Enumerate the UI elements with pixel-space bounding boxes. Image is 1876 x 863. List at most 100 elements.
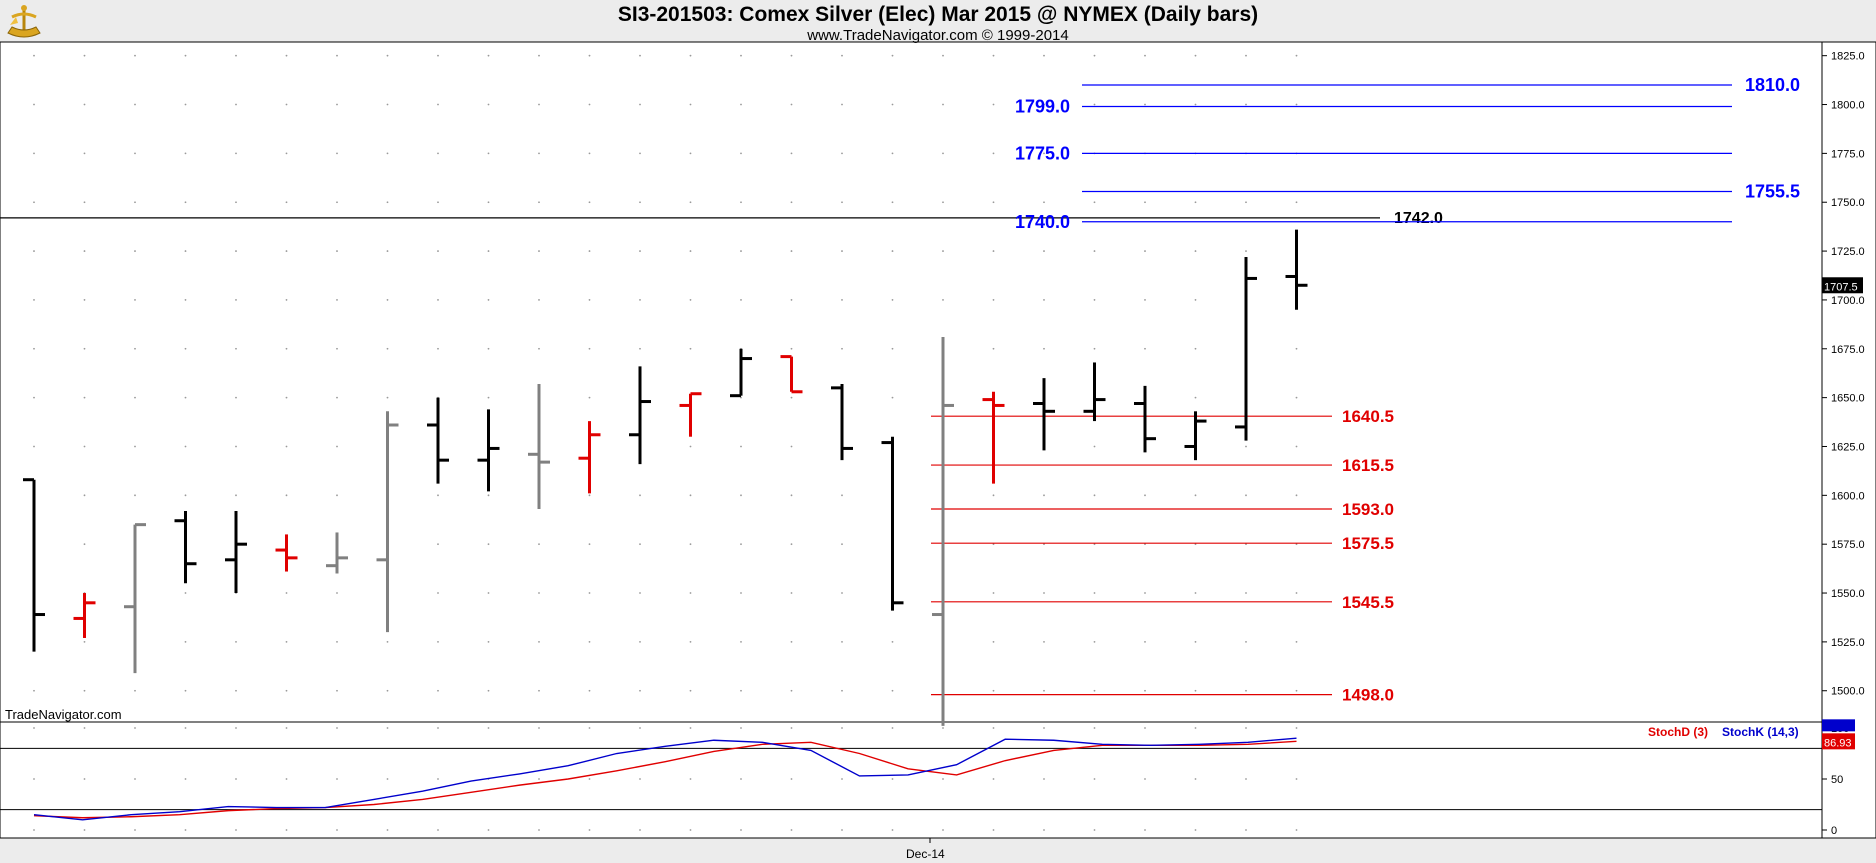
grid-dot [992,152,995,155]
grid-dot [790,778,793,780]
grid-dot [235,250,237,252]
grid-dot [992,829,995,831]
grid-dot [1245,103,1247,106]
grid-dot [689,689,692,692]
grid-dot [1043,829,1045,831]
grid-dot [1043,640,1045,643]
grid-dot [588,103,591,106]
grid-dot [588,778,591,780]
grid-dot [942,250,944,252]
grid-dot [1144,54,1146,57]
grid-dot [588,347,591,350]
grid-dot [588,201,591,204]
ohlc-bar [780,355,803,394]
grid-dot [689,152,692,155]
grid-dot [992,494,995,497]
grid-dot [285,829,288,831]
grid-dot [942,152,944,155]
grid-dot [841,347,843,350]
grid-dot [841,592,843,594]
grid-dot [1245,201,1247,204]
grid-dot [336,494,338,497]
grid-dot [1194,689,1197,692]
grid-dot [891,689,894,692]
grid-dot [588,250,591,252]
grid-dot [740,689,742,692]
fib-extension-label: 1775.0 [1015,143,1070,163]
grid-dot [1194,396,1197,399]
grid-dot [487,347,490,350]
grid-dot [235,299,237,301]
grid-dot [740,152,742,155]
grid-dot [1295,640,1298,643]
grid-dot [184,445,187,448]
grid-dot [33,778,35,780]
grid-dot [1194,201,1197,204]
grid-dot [437,250,439,252]
grid-dot [841,778,843,780]
grid-dot [134,299,136,301]
grid-dot [83,103,86,106]
ohlc-bar [326,532,348,574]
grid-dot [639,778,641,780]
grid-dot [689,299,692,301]
grid-dot [386,778,389,780]
watermark-label: TradeNavigator.com [5,707,122,722]
grid-dot [942,727,944,729]
grid-dot [487,689,490,692]
grid-dot [740,640,742,643]
grid-dot [1093,250,1096,252]
stoch-k-marker [1822,719,1855,732]
grid-dot [841,640,843,643]
y-tick-label: 1500.0 [1831,686,1865,698]
grid-dot [689,592,692,594]
chart-title: SI3-201503: Comex Silver (Elec) Mar 2015… [617,3,1259,26]
grid-dot [588,640,591,643]
ohlc-bar [1134,385,1156,453]
grid-dot [1093,445,1096,448]
grid-dot [1194,778,1197,780]
fib-retracement-label: 1593.0 [1342,500,1394,519]
grid-dot [588,152,591,155]
grid-dot [134,152,136,155]
grid-dot [1194,299,1197,301]
stoch-y-tick-label: 0 [1831,825,1837,837]
ohlc-bar [528,383,550,510]
grid-dot [386,299,389,301]
ohlc-bar [629,366,651,465]
grid-dot [386,347,389,350]
grid-dot [83,640,86,643]
grid-dot [487,299,490,301]
grid-dot [1093,201,1096,204]
grid-dot [942,103,944,106]
grid-dot [437,778,439,780]
grid-dot [740,445,742,448]
last-price-label: 1707.5 [1824,281,1858,293]
grid-dot [740,201,742,204]
grid-dot [1245,250,1247,252]
grid-dot [1043,54,1045,57]
grid-dot [83,54,86,57]
grid-dot [487,494,490,497]
grid-dot [336,103,338,106]
grid-dot [386,250,389,252]
grid-dot [891,299,894,301]
grid-dot [487,250,490,252]
ohlc-bar [679,392,702,437]
grid-dot [487,727,490,729]
grid-dot [336,640,338,643]
stoch-y-tick-label: 50 [1831,774,1843,786]
grid-dot [790,829,793,831]
grid-dot [790,494,793,497]
grid-dot [1194,640,1197,643]
grid-dot [790,152,793,155]
grid-dot [33,445,35,448]
grid-dot [1194,103,1197,106]
grid-dot [285,347,288,350]
grid-dot [1295,201,1298,204]
grid-dot [1295,592,1298,594]
grid-dot [134,778,136,780]
grid-dot [33,152,35,155]
grid-dot [639,250,641,252]
